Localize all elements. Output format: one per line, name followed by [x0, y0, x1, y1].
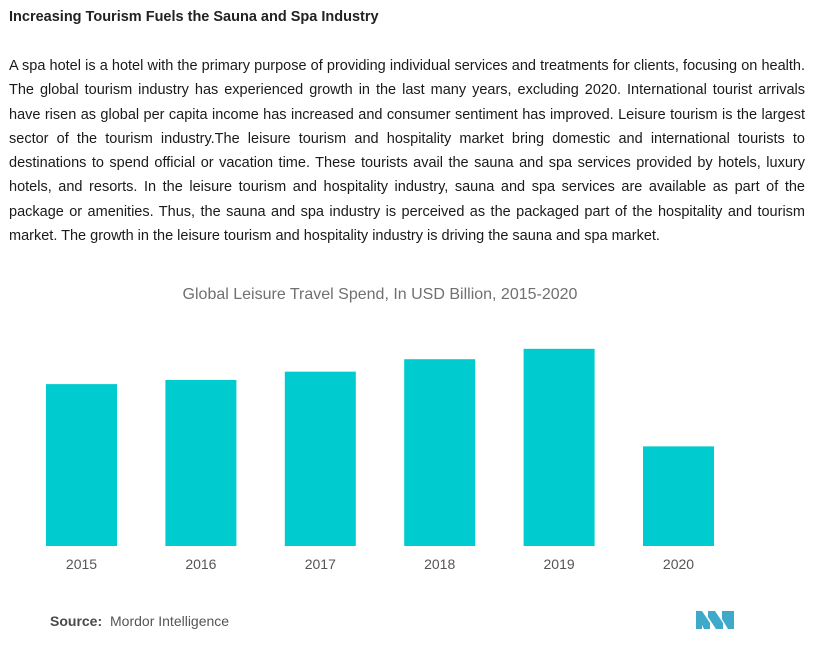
body-paragraph: A spa hotel is a hotel with the primary …: [9, 58, 805, 245]
bar-2018: [404, 359, 476, 546]
page-heading: Increasing Tourism Fuels the Sauna and S…: [9, 9, 379, 25]
bar-2017: [284, 371, 356, 546]
x-tick-label: 2020: [663, 556, 694, 572]
source-value: Mordor Intelligence: [110, 613, 230, 629]
x-tick-label: 2019: [544, 556, 575, 572]
chart-title: Global Leisure Travel Spend, In USD Bill…: [182, 286, 578, 303]
source-label: Source:: [50, 613, 103, 629]
source-line: Source: Mordor Intelligence: [50, 613, 229, 629]
x-tick-label: 2018: [424, 556, 455, 572]
bar-2020: [643, 446, 714, 546]
x-tick-label: 2016: [185, 556, 216, 572]
bar-2019: [523, 348, 595, 546]
x-tick-label: 2015: [66, 556, 97, 572]
mordor-logo-icon: [696, 611, 734, 629]
x-tick-label: 2017: [305, 556, 336, 572]
bar-2016: [165, 379, 237, 546]
bar-2015: [46, 384, 117, 546]
